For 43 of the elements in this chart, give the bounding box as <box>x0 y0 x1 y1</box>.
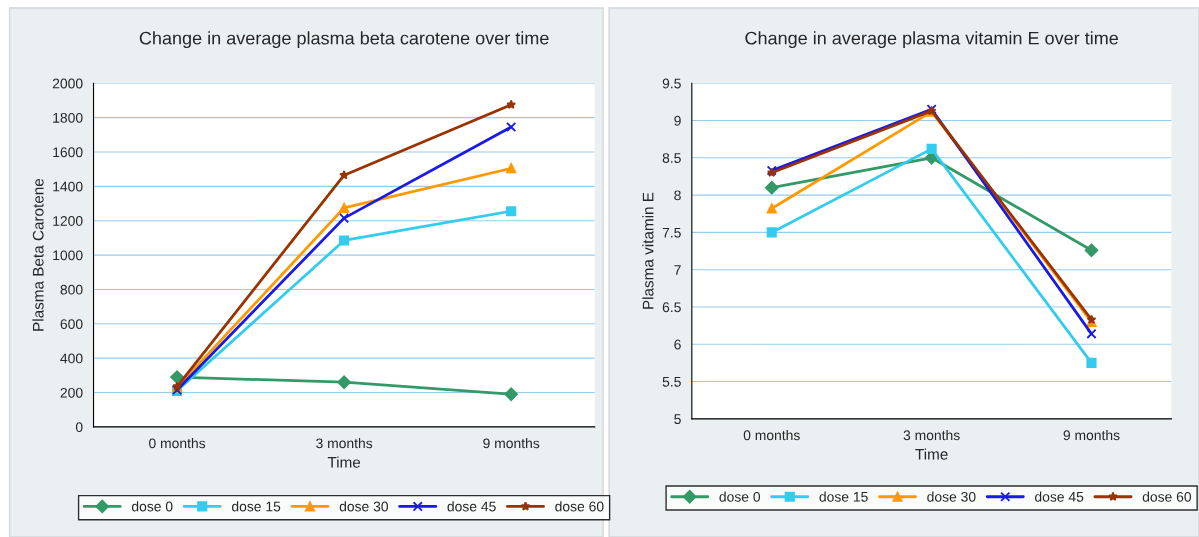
chart-title: Change in average plasma beta carotene over time <box>139 31 549 49</box>
legend-label: dose 15 <box>231 501 281 512</box>
y-tick-label: 600 <box>60 319 83 329</box>
y-tick-label: 0 <box>75 422 83 433</box>
x-tick-label: 0 months <box>743 429 800 441</box>
y-tick-label: 1200 <box>53 216 83 226</box>
legend-label: dose 0 <box>131 501 173 512</box>
y-tick-label: 1800 <box>53 112 83 123</box>
y-tick-label: 7 <box>674 265 681 275</box>
y-tick-label: 9 <box>674 115 681 126</box>
y-axis-title: Plasma Beta Carotene <box>32 178 44 331</box>
legend-label: dose 0 <box>719 491 761 502</box>
y-tick-label: 7.5 <box>662 227 681 238</box>
y-tick-label: 8 <box>674 190 681 201</box>
x-tick-label: 9 months <box>483 438 540 449</box>
y-tick-label: 6 <box>674 339 681 350</box>
legend-label: dose 30 <box>339 501 389 512</box>
y-axis-title: Plasma vitamin E <box>642 192 654 309</box>
y-tick-label: 8.5 <box>662 153 681 163</box>
legend-label: dose 15 <box>819 491 868 502</box>
y-tick-label: 5 <box>674 414 681 425</box>
chart-title: Change in average plasma vitamin E over time <box>745 31 1118 49</box>
legend-label: dose 60 <box>555 501 604 512</box>
y-tick-label: 200 <box>60 387 83 398</box>
legend-label: dose 30 <box>927 491 976 502</box>
y-tick-label: 1000 <box>53 250 83 261</box>
y-tick-label: 1400 <box>53 181 83 192</box>
y-tick-label: 400 <box>60 353 83 364</box>
x-tick-label: 0 months <box>149 438 206 449</box>
y-tick-label: 1600 <box>53 147 83 158</box>
y-tick-label: 5.5 <box>662 377 681 387</box>
y-tick-label: 9.5 <box>662 78 681 89</box>
legend-label: dose 45 <box>447 501 496 512</box>
legend-label: dose 60 <box>1142 491 1192 502</box>
x-tick-label: 3 months <box>903 429 960 441</box>
x-axis-title: Time <box>915 448 948 460</box>
y-tick-label: 800 <box>60 284 83 295</box>
legend-label: dose 45 <box>1035 491 1084 502</box>
y-tick-label: 6.5 <box>662 302 681 313</box>
x-tick-label: 3 months <box>316 438 373 449</box>
x-axis-title: Time <box>327 456 361 468</box>
y-tick-label: 2000 <box>52 78 83 89</box>
x-tick-label: 9 months <box>1063 429 1120 441</box>
